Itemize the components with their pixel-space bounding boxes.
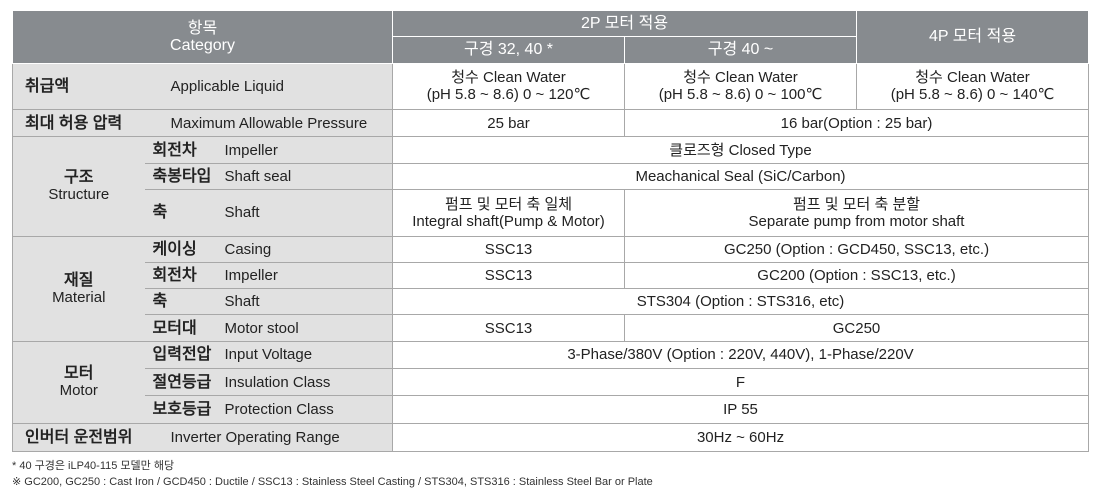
row-label-structure-seal: 축봉타입 Shaft seal xyxy=(144,162,394,191)
table-row: 보호등급 Protection Class IP 55 xyxy=(13,395,1090,424)
row-label-motor-voltage: 입력전압 Input Voltage xyxy=(144,340,394,370)
table-row: 구조 Structure 회전차 Impeller 클로즈형 Closed Type xyxy=(12,136,1090,237)
table-row: 인버터 운전범위 Inverter Operating Range 30Hz ~… xyxy=(12,422,1090,453)
group-label-motor: 모터 Motor xyxy=(12,340,145,424)
row-label-motor-protection: 보호등급 Protection Class xyxy=(144,395,394,424)
structure-shaft-value-separate: 펌프 및 모터 축 분할 Separate pump from motor sha… xyxy=(624,189,1090,237)
structure-impeller-value: 클로즈형 Closed Type xyxy=(392,136,1090,164)
category-header: 항목 Category xyxy=(11,10,394,64)
row-label-inverter-en: Inverter Operating Range xyxy=(144,422,394,453)
category-header-ko: 항목 xyxy=(187,19,218,37)
table-row: 절연등급 Insulation Class F xyxy=(13,367,1090,397)
pressure-value-2p-a: 25 bar xyxy=(392,109,626,138)
table-row: 축 Shaft STS304 (Option : STS316, etc) xyxy=(13,288,1090,316)
footnote-bore: * 40 구경은 iLP40-115 모델만 해당 xyxy=(12,460,175,472)
liquid-value-4p: 청수 Clean Water (pH 5.8 ~ 8.6) 0 ~ 140℃ xyxy=(856,62,1090,111)
row-label-material-impeller: 회전차 Impeller xyxy=(144,261,394,290)
pressure-value-rest: 16 bar(Option : 25 bar) xyxy=(624,109,1090,138)
structure-seal-value: Meachanical Seal (SiC/Carbon) xyxy=(392,162,1090,191)
material-casing-value-a: SSC13 xyxy=(392,235,626,263)
table-row: 회전차 Impeller SSC13 GC200 (Option : SSC13,… xyxy=(13,261,1090,290)
table-row: 재질 Material 케이싱 Casing SSC13 GC250 (Option… xyxy=(12,235,1090,342)
structure-shaft-value-integral: 펌프 및 모터 축 일체 Integral shaft(Pump & Motor) xyxy=(392,189,626,237)
header-4p-motor: 4P 모터 적용 xyxy=(856,10,1090,64)
footnotes: * 40 구경은 iLP40-115 모델만 해당 ※ GC200, GC250… xyxy=(12,458,653,490)
material-casing-value-b: GC250 (Option : GCD450, SSC13, etc.) xyxy=(624,235,1090,263)
category-header-en: Category xyxy=(170,36,235,54)
row-label-material-motor-stool: 모터대 Motor stool xyxy=(144,314,394,342)
row-label-material-casing: 케이싱 Casing xyxy=(144,235,394,263)
material-impeller-value-b: GC200 (Option : SSC13, etc.) xyxy=(624,261,1090,290)
row-label-liquid-ko: 취급액 xyxy=(12,62,145,111)
row-label-structure-shaft: 축 Shaft xyxy=(144,189,394,237)
inverter-range-value: 30Hz ~ 60Hz xyxy=(392,422,1090,453)
footnote-materials: ※ GC200, GC250 : Cast Iron / GCD450 : Du… xyxy=(12,476,653,488)
row-label-pressure-ko: 최대 허용 압력 xyxy=(12,109,145,138)
table-row: 취급액 Applicable Liquid 청수 Clean Water (pH … xyxy=(12,62,1090,111)
spec-table: 항목 Category 2P 모터 적용 4P 모터 적용 구경 32, 40 … xyxy=(11,9,1090,453)
liquid-value-2p-b: 청수 Clean Water (pH 5.8 ~ 8.6) 0 ~ 100℃ xyxy=(624,62,858,111)
material-stool-value-b: GC250 xyxy=(624,314,1090,342)
row-label-inverter-ko: 인버터 운전범위 xyxy=(12,422,145,453)
table-row: 축봉타입 Shaft seal Meachanical Seal (SiC/Car… xyxy=(13,162,1090,191)
header-bore-40: 구경 40 ~ xyxy=(624,36,858,64)
header-2p-motor: 2P 모터 적용 xyxy=(392,9,858,38)
material-shaft-value: STS304 (Option : STS316, etc) xyxy=(392,288,1090,316)
motor-voltage-value: 3-Phase/380V (Option : 220V, 440V), 1-Ph… xyxy=(392,340,1090,370)
row-label-pressure-en: Maximum Allowable Pressure xyxy=(144,109,394,138)
motor-insulation-value: F xyxy=(392,367,1090,397)
material-impeller-value-a: SSC13 xyxy=(392,261,626,290)
row-label-material-shaft: 축 Shaft xyxy=(144,288,394,316)
table-row: 모터 Motor 입력전압 Input Voltage 3-Phase/380V (… xyxy=(12,340,1090,424)
table-row: 최대 허용 압력 Maximum Allowable Pressure 25 b… xyxy=(12,109,1090,138)
liquid-value-2p-a: 청수 Clean Water (pH 5.8 ~ 8.6) 0 ~ 120℃ xyxy=(392,62,626,111)
row-label-structure-impeller: 회전차 Impeller xyxy=(144,136,394,164)
row-label-liquid-en: Applicable Liquid xyxy=(144,62,394,111)
group-label-structure: 구조 Structure xyxy=(12,136,145,237)
table-row: 모터대 Motor stool SSC13 GC250 xyxy=(13,314,1090,342)
table-row: 축 Shaft 펌프 및 모터 축 일체 Integral shaft(Pump &… xyxy=(13,189,1090,237)
header-bore-32-40: 구경 32, 40 * xyxy=(392,36,626,64)
row-label-motor-insulation: 절연등급 Insulation Class xyxy=(144,367,394,397)
group-label-material: 재질 Material xyxy=(12,235,145,342)
material-stool-value-a: SSC13 xyxy=(392,314,626,342)
motor-protection-value: IP 55 xyxy=(392,395,1090,424)
